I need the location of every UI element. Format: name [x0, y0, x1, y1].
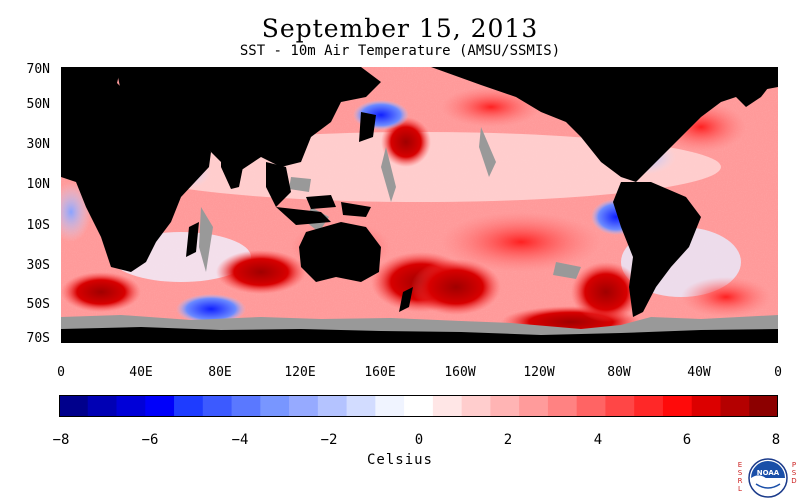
landmass-australia: [299, 222, 381, 282]
lat-label-10n: 10N: [26, 177, 50, 192]
colorbar-tick-label: −6: [141, 432, 159, 448]
lat-label-70s: 70S: [26, 331, 50, 346]
missing-data-patch: [381, 147, 396, 202]
colorbar-cell: [461, 395, 491, 417]
landmass-eurasia: [116, 67, 381, 177]
colorbar-tick-label: 0: [414, 432, 424, 448]
noaa-logo-icon: NOAA: [748, 458, 788, 498]
colorbar-cell: [317, 395, 348, 417]
lon-label-0-end: 0: [774, 365, 782, 380]
lat-label-50n: 50N: [26, 97, 50, 112]
lat-label-10s: 10S: [26, 218, 50, 233]
landmass-new-zealand: [399, 287, 413, 312]
lat-label-30s: 30S: [26, 258, 50, 273]
colorbar-tick-label: −2: [320, 432, 338, 448]
landmass-indochina: [266, 162, 291, 207]
colorbar-cell: [260, 395, 290, 417]
colorbar-cell: [174, 395, 204, 417]
colorbar: [59, 395, 778, 417]
landmass-indonesia: [276, 207, 331, 225]
colorbar-cell: [490, 395, 520, 417]
landmass-europe: [61, 67, 121, 97]
colorbar-cell: [547, 395, 578, 417]
colorbar-tick-label: 2: [503, 432, 513, 448]
landmass-new-guinea: [341, 202, 371, 217]
missing-data-patch: [553, 262, 581, 279]
map-subtitle: SST - 10m Air Temperature (AMSU/SSMIS): [239, 43, 561, 59]
colorbar-cell: [231, 395, 261, 417]
colorbar-tick-label: −8: [52, 432, 70, 448]
colorbar-cell: [375, 395, 405, 417]
colorbar-cell: [59, 395, 89, 417]
colorbar-cell: [720, 395, 750, 417]
colorbar-cell: [404, 395, 434, 417]
anomaly-south-atlantic: [681, 277, 771, 317]
colorbar-cell: [432, 395, 463, 417]
colorbar-cell: [289, 395, 319, 417]
anomaly-south-pacific-west: [411, 259, 501, 315]
colorbar-tick-label: −4: [231, 432, 249, 448]
colorbar-cell: [749, 395, 778, 417]
landmass-borneo: [306, 195, 336, 209]
missing-data-patch: [199, 207, 213, 272]
lon-label-160w: 160W: [444, 365, 476, 380]
colorbar-cell: [605, 395, 635, 417]
landmass-south-america: [613, 182, 701, 317]
lat-label-30n: 30N: [26, 137, 50, 152]
anomaly-south-atlantic-east: [61, 272, 141, 312]
colorbar-cell: [634, 395, 664, 417]
lon-label-40e: 40E: [129, 365, 153, 380]
logo-center-text: NOAA: [757, 469, 780, 477]
lat-label-50s: 50S: [26, 297, 50, 312]
colorbar-tick-label: 6: [682, 432, 692, 448]
anomaly-central-pacific: [441, 212, 601, 272]
landmass-japan: [359, 112, 376, 142]
landmass-arabia: [161, 127, 209, 167]
lon-label-0: 0: [57, 365, 65, 380]
lon-label-120e: 120E: [284, 365, 316, 380]
sst-anomaly-map: [61, 67, 778, 343]
anomaly-nw-pacific: [381, 117, 431, 167]
colorbar-cell: [519, 395, 549, 417]
colorbar-frame: [59, 395, 778, 417]
lat-label-70n: 70N: [26, 62, 50, 77]
anomaly-south-indian: [216, 250, 306, 294]
colorbar-cell: [691, 395, 721, 417]
map-title: September 15, 2013: [261, 14, 539, 43]
missing-data-patch: [289, 177, 311, 192]
anomaly-kerguelen-cold: [176, 294, 246, 324]
colorbar-cell: [145, 395, 175, 417]
colorbar-tick-label: 4: [593, 432, 603, 448]
lon-label-160e: 160E: [364, 365, 396, 380]
landmass-madagascar: [186, 222, 199, 257]
colorbar-tick-label: 8: [771, 432, 781, 448]
colorbar-cell: [87, 395, 118, 417]
colorbar-units-label: Celsius: [366, 452, 433, 468]
lon-label-80w: 80W: [607, 365, 631, 380]
landmass-greenland: [711, 67, 778, 107]
anomaly-se-pacific: [571, 262, 641, 322]
colorbar-cell: [662, 395, 693, 417]
missing-data-patch: [479, 127, 496, 177]
colorbar-cell: [576, 395, 606, 417]
lon-label-80e: 80E: [208, 365, 232, 380]
colorbar-cell: [116, 395, 146, 417]
landmass-north-america: [431, 67, 778, 182]
colorbar-cell: [346, 395, 376, 417]
lon-label-120w: 120W: [523, 365, 555, 380]
landmass-india: [221, 147, 246, 189]
colorbar-cell: [202, 395, 233, 417]
lon-label-40w: 40W: [687, 365, 711, 380]
landmass-antarctica: [61, 327, 778, 343]
